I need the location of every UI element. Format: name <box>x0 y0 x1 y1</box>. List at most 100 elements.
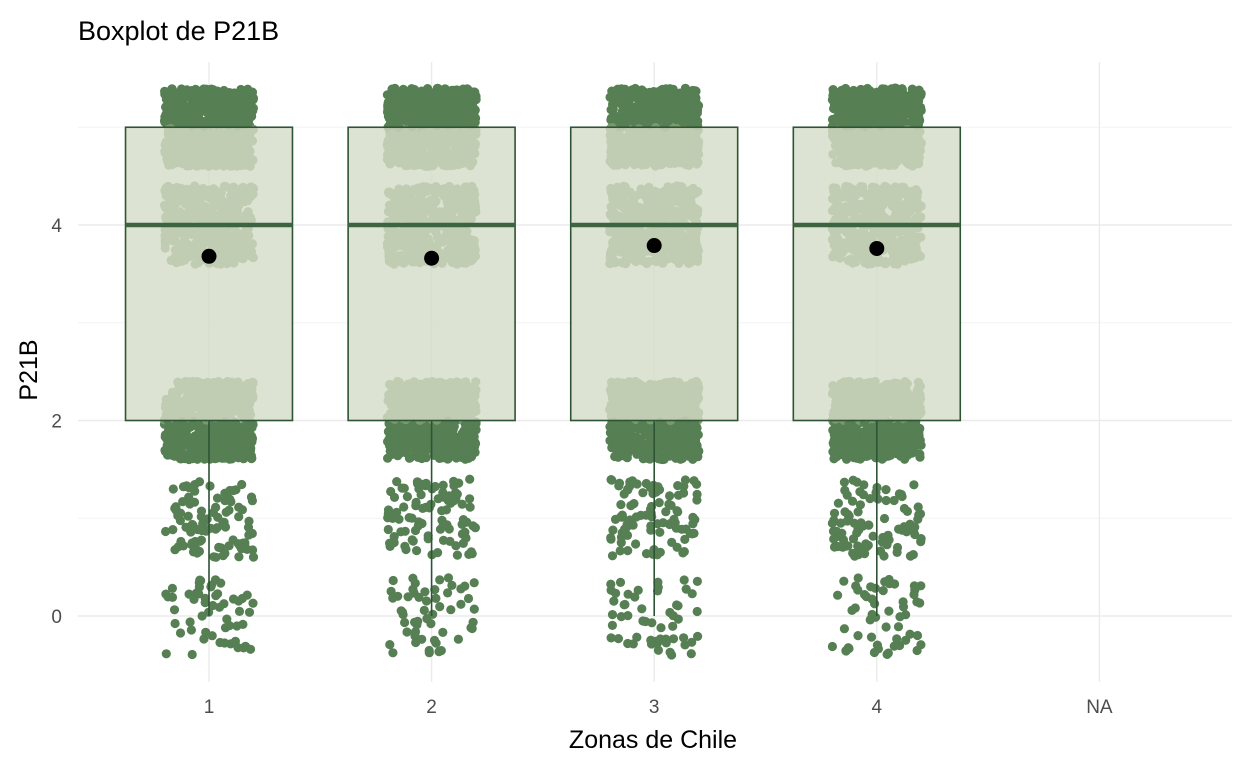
jitter-point <box>622 452 632 462</box>
jitter-point <box>469 604 479 614</box>
jitter-point <box>420 587 430 597</box>
jitter-point <box>168 525 178 535</box>
jitter-point <box>445 95 455 105</box>
jitter-point <box>233 539 243 549</box>
jitter-point <box>170 618 180 629</box>
jitter-point <box>447 580 457 591</box>
jitter-point <box>661 507 671 517</box>
jitter-point <box>414 592 424 603</box>
jitter-point <box>200 598 210 608</box>
jitter-point <box>216 578 226 588</box>
jitter-point <box>632 479 642 489</box>
jitter-point <box>219 419 229 429</box>
jitter-point <box>613 431 623 441</box>
jitter-point <box>418 94 428 104</box>
jitter-point <box>686 649 696 659</box>
jitter-point <box>621 445 631 455</box>
jitter-point <box>411 501 421 511</box>
jitter-point <box>623 589 633 599</box>
jitter-point <box>458 515 468 525</box>
jitter-point <box>207 631 217 641</box>
jitter-point <box>452 550 462 560</box>
jitter-point <box>631 512 641 522</box>
jitter-point <box>672 542 682 552</box>
jitter-point <box>661 634 671 644</box>
jitter-point <box>239 643 249 653</box>
jitter-point <box>431 429 441 439</box>
jitter-point <box>205 481 215 491</box>
jitter-point <box>679 426 689 436</box>
jitter-point <box>217 94 227 104</box>
jitter-point <box>219 85 229 96</box>
jitter-point <box>623 611 633 621</box>
jitter-point <box>178 98 188 108</box>
jitter-point <box>385 640 395 650</box>
jitter-point <box>692 606 702 617</box>
jitter-point <box>413 452 423 462</box>
jitter-point <box>178 497 188 507</box>
jitter-point <box>237 505 247 515</box>
jitter-point <box>194 582 204 592</box>
jitter-point <box>681 447 691 458</box>
jitter-point <box>637 420 647 431</box>
jitter-point <box>438 520 448 531</box>
jitter-point <box>234 512 244 522</box>
jitter-point <box>641 549 652 559</box>
jitter-point <box>168 484 178 494</box>
jitter-point <box>607 551 618 561</box>
jitter-point <box>245 644 256 654</box>
jitter-point <box>419 605 429 616</box>
jitter-point <box>434 647 444 657</box>
jitter-point <box>247 496 257 506</box>
jitter-point <box>443 454 453 464</box>
jitter-point <box>194 477 205 487</box>
jitter-point <box>606 533 616 543</box>
jitter-point <box>193 87 203 97</box>
jitter-point <box>219 105 229 115</box>
jitter-point <box>460 527 470 537</box>
jitter-point <box>421 596 432 606</box>
jitter-point <box>240 88 250 98</box>
jitter-point <box>186 625 196 635</box>
jitter-point <box>199 634 209 644</box>
jitter-point <box>625 477 635 487</box>
jitter-point <box>426 619 436 629</box>
jitter-point <box>464 432 474 442</box>
jitter-point <box>669 514 679 525</box>
jitter-point <box>425 94 435 104</box>
jitter-point <box>221 507 231 517</box>
jitter-point <box>687 529 697 539</box>
jitter-point <box>228 485 239 496</box>
jitter-point <box>611 588 621 598</box>
jitter-point <box>467 115 477 125</box>
jitter-point <box>184 118 195 128</box>
jitter-point <box>210 443 220 453</box>
jitter-point <box>680 534 690 545</box>
jitter-point <box>175 508 186 518</box>
jitter-point <box>160 86 170 96</box>
jitter-point <box>678 548 688 558</box>
jitter-point <box>668 621 678 631</box>
jitter-point <box>170 424 180 434</box>
jitter-point <box>228 594 239 604</box>
chart-title: Boxplot de P21B <box>78 16 279 46</box>
jitter-point <box>607 610 618 620</box>
jitter-point <box>609 596 619 606</box>
jitter-point <box>163 442 173 452</box>
jitter-point <box>246 435 256 445</box>
jitter-point <box>189 497 200 507</box>
jitter-point <box>167 592 178 603</box>
jitter-point <box>403 592 413 602</box>
jitter-point <box>680 475 691 485</box>
jitter-point <box>673 481 683 491</box>
jitter-point <box>200 525 210 535</box>
jitter-point <box>469 578 479 588</box>
jitter-point <box>653 645 664 655</box>
jitter-point <box>421 502 431 512</box>
jitter-point <box>196 427 206 437</box>
jitter-point <box>655 527 665 537</box>
jitter-point <box>409 93 420 103</box>
jitter-point <box>227 99 237 110</box>
jitter-point <box>444 491 454 501</box>
jitter-point <box>175 628 186 638</box>
